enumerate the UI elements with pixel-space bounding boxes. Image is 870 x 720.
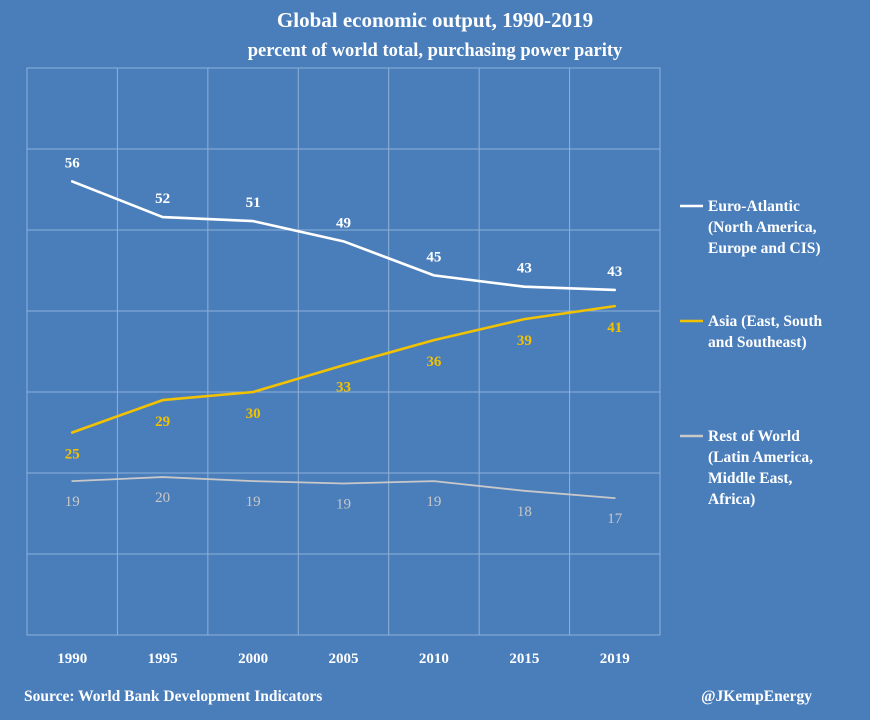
data-label-s3-2015: 18 (517, 504, 532, 520)
legend-label-3-line-2: (Latin America, (708, 449, 813, 466)
data-label-s1-2019: 43 (607, 264, 622, 280)
data-label-s1-1990: 56 (65, 155, 81, 171)
data-label-s3-2019: 17 (607, 511, 623, 527)
data-labels: 56 52 51 49 45 43 43 25 29 30 33 36 39 41 19 20 19 19 19 18… (65, 155, 623, 527)
legend-label-3-line-1: Rest of World (708, 428, 800, 445)
data-label-s1-2000: 51 (246, 195, 261, 211)
grid (26, 67, 661, 636)
data-label-s2-2000: 30 (246, 406, 261, 422)
plot-border (26, 67, 661, 636)
x-tick-label-2000: 2000 (238, 651, 268, 667)
legend: Euro-Atlantic (North America, Europe and C… (680, 198, 823, 508)
legend-label-2-line-1: Asia (East, South (708, 313, 823, 330)
x-tick-label-1990: 1990 (57, 651, 87, 667)
source-note: Source: World Bank Development Indicator… (24, 688, 322, 705)
data-label-s3-1990: 19 (65, 494, 80, 510)
data-label-s3-2000: 19 (246, 494, 261, 510)
x-tick-label-2010: 2010 (419, 651, 449, 667)
data-label-s1-2015: 43 (517, 261, 532, 277)
legend-label-3-line-3: Middle East, (708, 470, 793, 487)
series-line-1 (70, 180, 617, 292)
series-lines (70, 180, 617, 500)
data-label-s2-2010: 36 (426, 354, 442, 370)
series-line-3 (71, 476, 616, 500)
data-label-s2-2015: 39 (517, 333, 532, 349)
legend-label-1-line-2: (North America, (708, 219, 817, 236)
data-label-s2-1995: 29 (155, 414, 170, 430)
data-label-s2-2005: 33 (336, 379, 351, 395)
data-label-s3-2010: 19 (426, 494, 441, 510)
legend-label-1-line-1: Euro-Atlantic (708, 198, 800, 215)
data-label-s3-1995: 20 (155, 490, 170, 506)
x-axis-ticks: 1990 1995 2000 2005 2010 2015 2019 (57, 651, 630, 667)
author-credit: @JKempEnergy (701, 688, 812, 705)
data-label-s2-2019: 41 (607, 320, 622, 336)
legend-label-1-line-3: Europe and CIS) (708, 240, 821, 257)
data-label-s1-1995: 52 (155, 191, 170, 207)
data-label-s1-2005: 49 (336, 215, 351, 231)
x-tick-label-2015: 2015 (509, 651, 539, 667)
x-tick-label-2019: 2019 (600, 651, 630, 667)
series-line-2 (70, 304, 617, 434)
data-label-s3-2005: 19 (336, 497, 351, 513)
chart-title: Global economic output, 1990-2019 (277, 8, 593, 32)
legend-label-3-line-4: Africa) (708, 491, 755, 508)
x-tick-label-2005: 2005 (329, 651, 359, 667)
x-tick-label-1995: 1995 (148, 651, 178, 667)
data-label-s2-1990: 25 (65, 447, 80, 463)
legend-label-2-line-2: and Southeast) (708, 334, 807, 351)
data-label-s1-2010: 45 (426, 249, 441, 265)
chart-subtitle: percent of world total, purchasing power… (248, 41, 623, 61)
